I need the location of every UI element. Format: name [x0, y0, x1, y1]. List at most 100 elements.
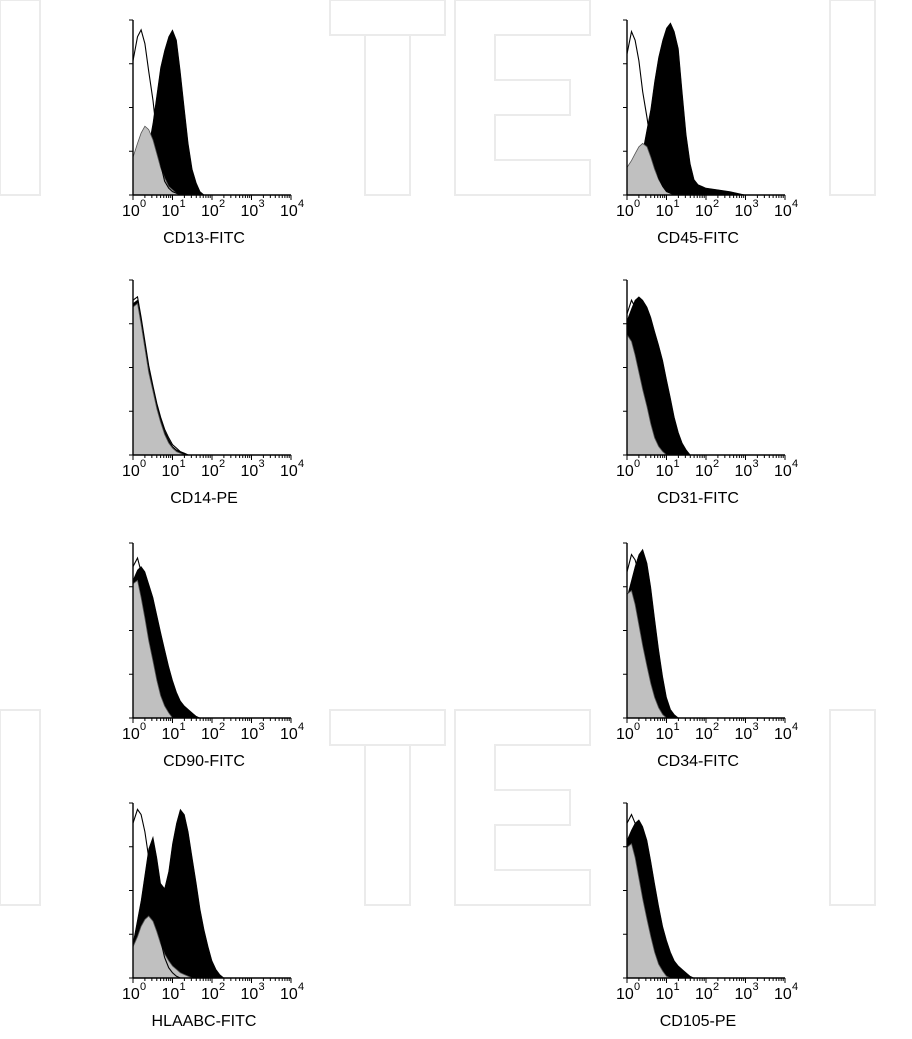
- x-tick-label: 10: [656, 986, 674, 1003]
- x-tick-exponent: 0: [140, 458, 146, 470]
- x-tick-exponent: 3: [259, 458, 265, 470]
- x-tick-exponent: 1: [180, 721, 186, 733]
- x-tick-label: 10: [695, 986, 713, 1003]
- x-tick-label: 10: [656, 203, 674, 220]
- control-histogram: [132, 808, 185, 979]
- x-tick-exponent: 0: [634, 198, 640, 210]
- x-tick-exponent: 0: [634, 721, 640, 733]
- x-tick-label: 10: [695, 726, 713, 743]
- x-tick-label: 10: [122, 463, 140, 480]
- panel-label: CD31-FITC: [657, 490, 739, 507]
- x-tick-exponent: 4: [792, 721, 798, 733]
- x-tick-exponent: 4: [298, 458, 304, 470]
- x-tick-label: 10: [656, 463, 674, 480]
- x-tick-label: 10: [162, 986, 180, 1003]
- x-tick-exponent: 0: [140, 981, 146, 993]
- x-tick-exponent: 1: [674, 981, 680, 993]
- x-tick-exponent: 3: [753, 721, 759, 733]
- x-tick-exponent: 2: [219, 198, 225, 210]
- x-tick-exponent: 1: [180, 458, 186, 470]
- x-tick-label: 10: [122, 986, 140, 1003]
- x-tick-label: 10: [735, 726, 753, 743]
- x-tick-label: 10: [735, 203, 753, 220]
- x-tick-label: 10: [774, 463, 792, 480]
- x-tick-label: 10: [201, 463, 219, 480]
- x-tick-label: 10: [280, 986, 298, 1003]
- x-tick-label: 10: [162, 726, 180, 743]
- x-tick-exponent: 1: [180, 198, 186, 210]
- x-tick-exponent: 4: [792, 981, 798, 993]
- x-tick-label: 10: [162, 203, 180, 220]
- x-tick-exponent: 0: [140, 198, 146, 210]
- x-tick-label: 10: [280, 203, 298, 220]
- x-tick-label: 10: [695, 463, 713, 480]
- x-tick-label: 10: [695, 203, 713, 220]
- x-tick-label: 10: [201, 203, 219, 220]
- x-tick-label: 10: [280, 463, 298, 480]
- x-tick-label: 10: [774, 986, 792, 1003]
- x-tick-exponent: 3: [259, 721, 265, 733]
- x-tick-exponent: 4: [792, 458, 798, 470]
- x-tick-label: 10: [241, 463, 259, 480]
- control-histogram: [626, 29, 679, 196]
- x-tick-exponent: 2: [713, 981, 719, 993]
- x-tick-label: 10: [122, 203, 140, 220]
- x-tick-exponent: 3: [259, 198, 265, 210]
- isotype-histogram: [132, 915, 193, 979]
- x-tick-exponent: 2: [219, 721, 225, 733]
- control-histogram: [626, 298, 679, 456]
- x-tick-exponent: 0: [634, 981, 640, 993]
- x-tick-exponent: 3: [753, 198, 759, 210]
- panel-label: CD34-FITC: [657, 753, 739, 770]
- x-tick-label: 10: [616, 463, 634, 480]
- x-tick-exponent: 3: [259, 981, 265, 993]
- panel-label: CD90-FITC: [163, 753, 245, 770]
- x-tick-label: 10: [774, 203, 792, 220]
- x-tick-exponent: 2: [713, 198, 719, 210]
- x-tick-exponent: 0: [140, 721, 146, 733]
- panel-label: CD14-PE: [170, 490, 238, 507]
- x-tick-exponent: 4: [298, 981, 304, 993]
- x-tick-label: 10: [241, 203, 259, 220]
- x-tick-label: 10: [774, 726, 792, 743]
- x-tick-exponent: 4: [298, 721, 304, 733]
- x-tick-exponent: 4: [792, 198, 798, 210]
- marker-histogram: [626, 22, 746, 196]
- control-histogram: [132, 28, 185, 196]
- isotype-histogram: [132, 302, 185, 456]
- x-tick-label: 10: [616, 726, 634, 743]
- x-tick-exponent: 0: [634, 458, 640, 470]
- x-tick-label: 10: [735, 986, 753, 1003]
- x-tick-label: 10: [656, 726, 674, 743]
- x-tick-label: 10: [162, 463, 180, 480]
- x-tick-exponent: 1: [674, 198, 680, 210]
- x-tick-exponent: 1: [674, 721, 680, 733]
- control-histogram: [626, 813, 679, 979]
- x-tick-exponent: 2: [713, 721, 719, 733]
- panel-label: HLAABC-FITC: [152, 1013, 257, 1030]
- x-tick-exponent: 2: [713, 458, 719, 470]
- control-histogram: [132, 295, 189, 456]
- x-tick-exponent: 2: [219, 458, 225, 470]
- x-tick-label: 10: [122, 726, 140, 743]
- x-tick-exponent: 1: [180, 981, 186, 993]
- x-tick-exponent: 2: [219, 981, 225, 993]
- watermark: [0, 0, 876, 906]
- x-tick-label: 10: [201, 726, 219, 743]
- x-tick-label: 10: [241, 726, 259, 743]
- x-tick-label: 10: [616, 203, 634, 220]
- x-tick-exponent: 4: [298, 198, 304, 210]
- x-tick-exponent: 1: [674, 458, 680, 470]
- panel-label: CD105-PE: [660, 1013, 736, 1030]
- x-tick-exponent: 3: [753, 981, 759, 993]
- x-tick-label: 10: [280, 726, 298, 743]
- x-tick-label: 10: [616, 986, 634, 1003]
